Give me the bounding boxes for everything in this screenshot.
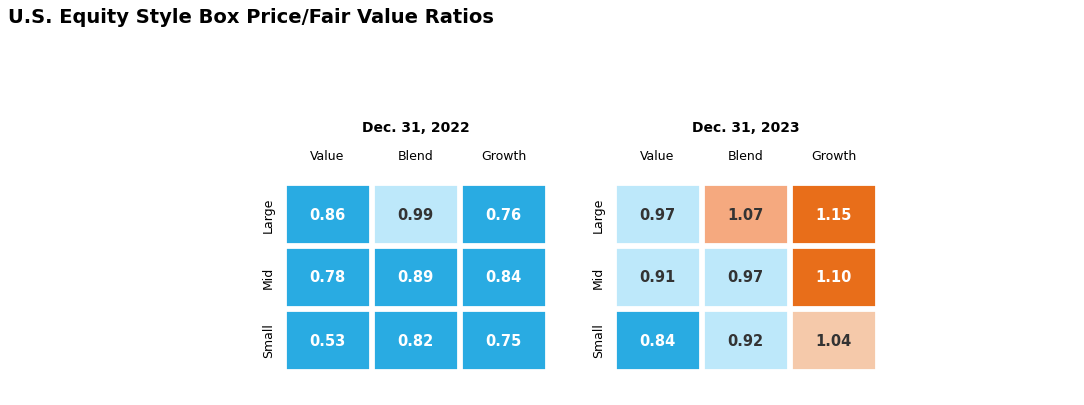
Text: 1.07: 1.07 — [727, 207, 763, 222]
Text: 0.97: 0.97 — [727, 270, 763, 285]
Text: 0.76: 0.76 — [486, 207, 521, 222]
Text: 1.04: 1.04 — [815, 333, 852, 347]
Text: Dec. 31, 2022: Dec. 31, 2022 — [362, 121, 469, 135]
Text: Value: Value — [310, 149, 345, 162]
Text: 0.53: 0.53 — [309, 333, 346, 347]
Text: 0.84: 0.84 — [486, 270, 521, 285]
Text: 0.97: 0.97 — [640, 207, 675, 222]
Text: 0.91: 0.91 — [640, 270, 675, 285]
Text: 0.82: 0.82 — [398, 333, 434, 347]
Text: 0.84: 0.84 — [640, 333, 675, 347]
Text: Growth: Growth — [811, 149, 856, 162]
Text: 0.86: 0.86 — [309, 207, 346, 222]
Text: 0.78: 0.78 — [309, 270, 346, 285]
Text: Growth: Growth — [481, 149, 526, 162]
Text: 1.15: 1.15 — [815, 207, 852, 222]
Text: Value: Value — [641, 149, 674, 162]
Text: Mid: Mid — [592, 266, 605, 288]
Text: 0.92: 0.92 — [727, 333, 763, 347]
Text: Blend: Blend — [398, 149, 434, 162]
Text: Mid: Mid — [262, 266, 275, 288]
Text: Large: Large — [262, 197, 275, 232]
Text: Blend: Blend — [727, 149, 763, 162]
Text: 1.10: 1.10 — [815, 270, 852, 285]
Text: U.S. Equity Style Box Price/Fair Value Ratios: U.S. Equity Style Box Price/Fair Value R… — [8, 8, 494, 27]
Text: Large: Large — [592, 197, 605, 232]
Text: Dec. 31, 2023: Dec. 31, 2023 — [692, 121, 799, 135]
Text: 0.89: 0.89 — [398, 270, 434, 285]
Text: 0.99: 0.99 — [398, 207, 434, 222]
Text: Small: Small — [262, 323, 275, 358]
Text: Small: Small — [592, 323, 605, 358]
Text: 0.75: 0.75 — [486, 333, 521, 347]
